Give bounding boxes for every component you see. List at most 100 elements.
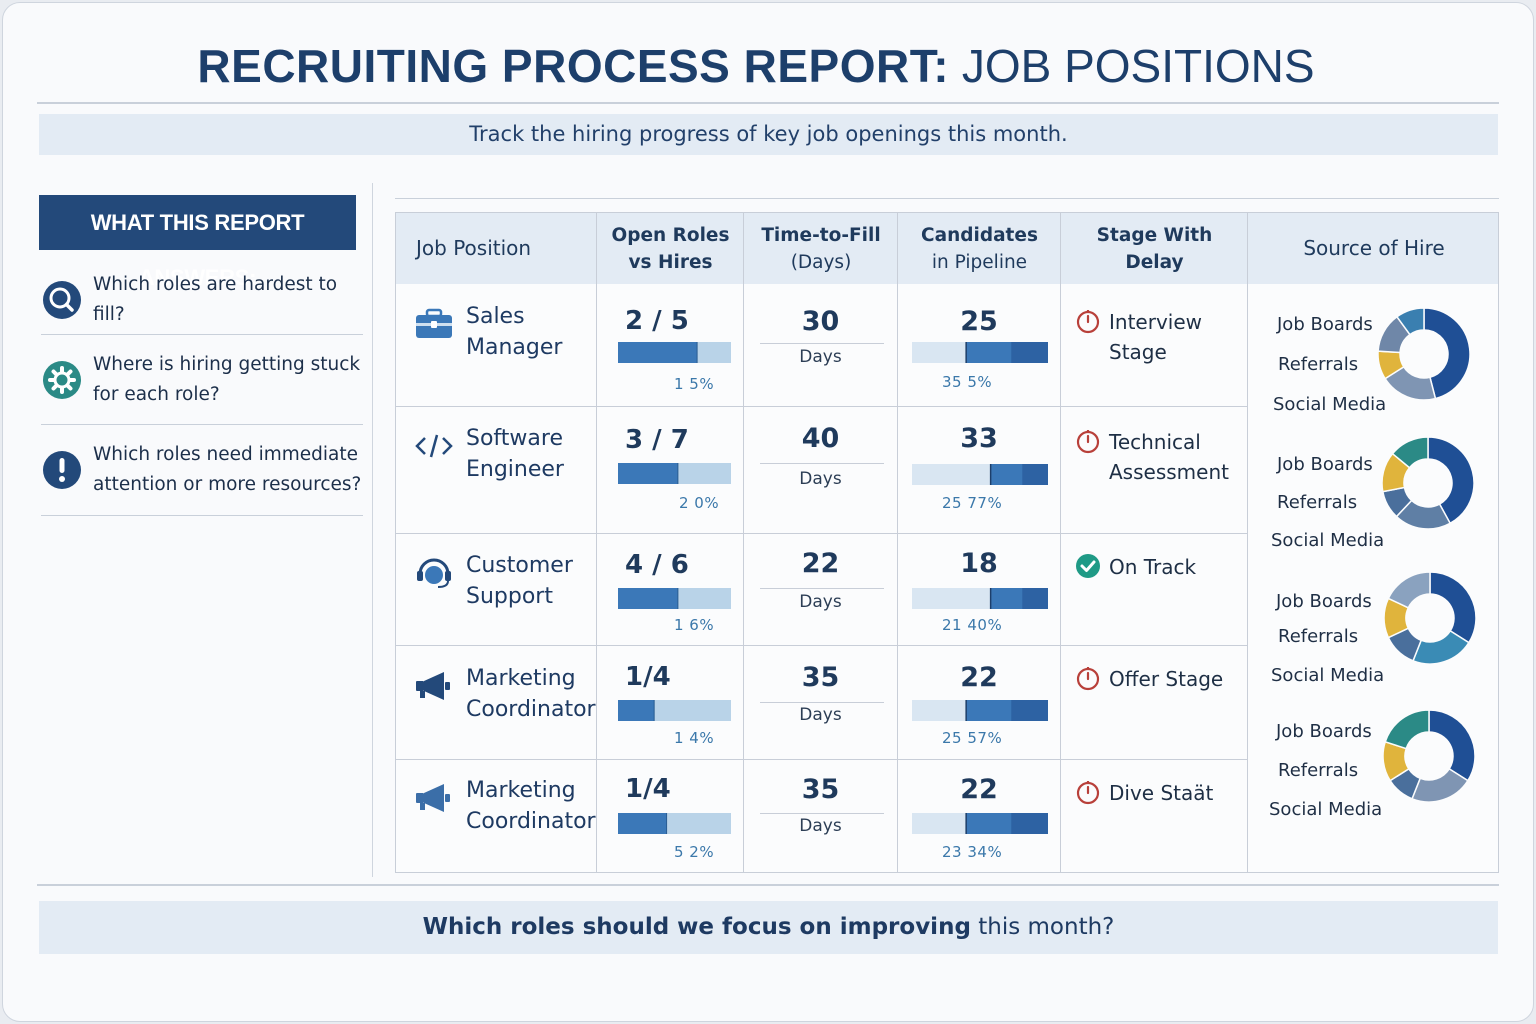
col-divider: [897, 213, 898, 872]
hires-progress-bar: [618, 813, 731, 834]
title-divider: [37, 102, 1499, 104]
hires-progress-bar: [618, 700, 731, 721]
donut-slice: [1428, 709, 1476, 782]
pipeline-progress-bar: [912, 464, 1048, 485]
cell-rule: [760, 588, 884, 589]
source-label: Referrals: [1277, 492, 1358, 513]
col-divider: [596, 213, 597, 872]
table-row-job: Marketing Coordinator: [396, 775, 596, 837]
donut-slice: [1427, 436, 1475, 525]
pipeline-progress-bar: [912, 813, 1048, 834]
bar-marker: [989, 464, 992, 485]
col-header-time-to-fill: Time-to-Fill (Days): [761, 224, 881, 273]
pipeline-progress-bar: [912, 588, 1048, 609]
bar-fill-dark: [1022, 464, 1048, 485]
open-roles-cell: 4 / 6 1 6%: [597, 534, 743, 645]
donut-slice: [1391, 436, 1429, 469]
question-item: Which roles are hardest to fill?: [41, 265, 363, 335]
bar-marker: [965, 813, 967, 834]
bar-fill-dark: [1022, 588, 1048, 609]
source-label: Job Boards: [1276, 591, 1372, 612]
code-icon: [415, 434, 453, 458]
source-label: Job Boards: [1276, 721, 1372, 742]
gear-icon: [43, 360, 81, 399]
col-divider: [1060, 213, 1061, 872]
bar-fill-dark: [1011, 342, 1048, 363]
source-label: Social Media: [1271, 530, 1385, 551]
checkmark-icon: [1076, 554, 1100, 578]
cell-rule: [760, 702, 884, 703]
bar-fill-dark: [1011, 700, 1048, 721]
bar-fill: [618, 813, 667, 834]
cell-rule: [760, 463, 884, 464]
source-label: Referrals: [1278, 760, 1359, 781]
panel-divider: [372, 183, 373, 877]
stopwatch-icon: [1076, 781, 1100, 805]
bar-marker: [677, 588, 679, 609]
table-top-rule: [395, 198, 1499, 199]
headset-icon: [417, 558, 451, 588]
candidates-cell: 22 25 57%: [898, 646, 1060, 759]
sidebar-heading: WHAT THIS REPORT ANSWERS:: [39, 195, 356, 290]
table-header: Job Position Open Roles vs Hires Time-to…: [396, 213, 1498, 284]
positions-table: Job Position Open Roles vs Hires Time-to…: [395, 212, 1499, 873]
donut-slice: [1423, 307, 1471, 400]
open-roles-cell: 2 / 5 1 5%: [597, 284, 743, 406]
row-divider: [396, 406, 1248, 407]
bar-marker: [677, 463, 679, 484]
source-label: Social Media: [1271, 665, 1385, 686]
donut-slice: [1387, 571, 1431, 609]
table-row-job: Sales Manager: [396, 301, 596, 363]
candidates-cell: 22 23 34%: [898, 760, 1060, 872]
cell-rule: [760, 813, 884, 814]
stopwatch-icon: [1076, 667, 1100, 691]
source-label: Referrals: [1278, 354, 1359, 375]
candidates-cell: 18 21 40%: [898, 534, 1060, 645]
source-label: Referrals: [1278, 626, 1359, 647]
stage-cell: Technical Assessment: [1061, 407, 1247, 533]
bar-marker: [696, 342, 698, 363]
donut-slice: [1429, 571, 1477, 644]
subtitle: Track the hiring progress of key job ope…: [39, 114, 1498, 155]
col-header-candidates: Candidates in Pipeline: [921, 224, 1038, 273]
stage-cell: Offer Stage: [1061, 646, 1247, 759]
bar-fill-dark: [1011, 813, 1048, 834]
source-label: Job Boards: [1277, 454, 1373, 475]
table-row-job: Software Engineer: [396, 423, 596, 485]
bar-marker: [653, 700, 655, 721]
megaphone-icon: [416, 784, 450, 812]
briefcase-icon: [416, 308, 452, 338]
col-divider: [743, 213, 744, 872]
hires-progress-bar: [618, 463, 731, 484]
col-header-open-roles: Open Roles vs Hires: [611, 224, 730, 273]
table-row-job: Customer Support: [396, 550, 596, 612]
bar-marker: [965, 700, 967, 721]
time-to-fill-cell: 40 Days: [744, 407, 897, 533]
exclamation-icon: [43, 451, 81, 489]
col-header-source: Source of Hire: [1303, 236, 1445, 260]
time-to-fill-cell: 30 Days: [744, 284, 897, 406]
time-to-fill-cell: 22 Days: [744, 534, 897, 645]
source-donut-chart: [1381, 436, 1475, 530]
table-row-job: Marketing Coordinator: [396, 663, 596, 725]
source-donut-chart: [1377, 307, 1471, 401]
bar-marker: [989, 588, 992, 609]
candidates-cell: 33 25 77%: [898, 407, 1060, 533]
page-title: RECRUITING PROCESS REPORT: JOB POSITIONS: [197, 40, 1315, 92]
source-label: Job Boards: [1277, 314, 1373, 335]
time-to-fill-cell: 35 Days: [744, 646, 897, 759]
stopwatch-icon: [1076, 310, 1100, 334]
stage-cell: On Track: [1061, 534, 1247, 645]
bar-marker: [666, 813, 668, 834]
open-roles-cell: 3 / 7 2 0%: [597, 407, 743, 533]
footer-question: Which roles should we focus on improving…: [39, 901, 1498, 954]
bar-fill: [618, 700, 655, 721]
question-item: Which roles need immediate attention or …: [41, 425, 363, 516]
open-roles-cell: 1/4 1 4%: [597, 646, 743, 759]
source-label: Social Media: [1269, 799, 1383, 820]
magnifier-icon: [43, 280, 81, 319]
bar-fill: [618, 588, 678, 609]
source-donut-chart: [1383, 571, 1477, 665]
pipeline-progress-bar: [912, 700, 1048, 721]
donut-slice: [1395, 307, 1425, 336]
